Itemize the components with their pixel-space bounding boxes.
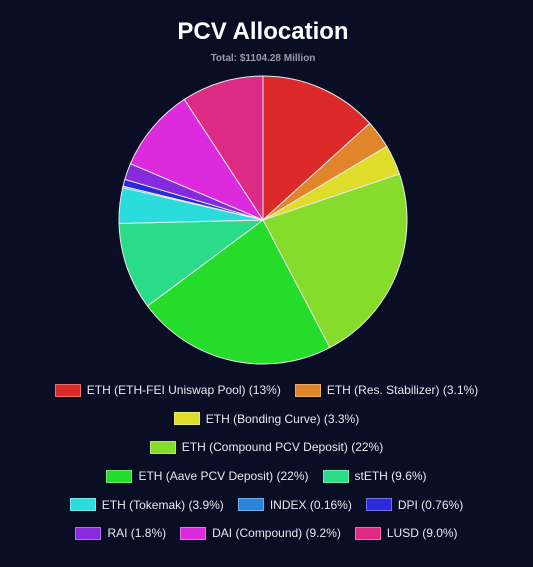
legend-swatch bbox=[149, 440, 176, 454]
legend-label: ETH (Aave PCV Deposit) (22%) bbox=[138, 469, 309, 484]
pie-slice bbox=[118, 219, 265, 307]
legend-row: ETH (Aave PCV Deposit) (22%) stETH (9.6%) bbox=[0, 462, 533, 491]
pie-slice bbox=[183, 75, 264, 222]
legend-item[interactable]: ETH (Bonding Curve) (3.3%) bbox=[173, 411, 360, 426]
legend-swatch bbox=[365, 498, 392, 512]
legend-swatch bbox=[173, 412, 200, 426]
legend-swatch bbox=[322, 469, 349, 483]
legend-item[interactable]: DPI (0.76%) bbox=[365, 497, 464, 512]
legend-item[interactable]: LUSD (9.0%) bbox=[354, 526, 458, 541]
legend-label: ETH (Compound PCV Deposit) (22%) bbox=[181, 440, 384, 455]
legend: ETH (ETH-FEI Uniswap Pool) (13%) ETH (Res… bbox=[0, 376, 533, 548]
legend-swatch bbox=[75, 526, 102, 540]
legend-label: ETH (Res. Stabilizer) (3.1%) bbox=[326, 383, 479, 398]
legend-swatch bbox=[180, 526, 207, 540]
chart-title: PCV Allocation bbox=[177, 18, 348, 45]
chart-subtitle: Total: $1104.28 Million bbox=[211, 53, 316, 64]
legend-row: RAI (1.8%) DAI (Compound) (9.2%) LUSD (9.0… bbox=[0, 519, 533, 548]
legend-label: ETH (Tokemak) (3.9%) bbox=[101, 497, 224, 512]
legend-swatch bbox=[54, 383, 81, 397]
legend-item[interactable]: ETH (Tokemak) (3.9%) bbox=[69, 497, 224, 512]
legend-row: ETH (Compound PCV Deposit) (22%) bbox=[0, 433, 533, 462]
legend-label: DPI (0.76%) bbox=[397, 497, 464, 512]
legend-item[interactable]: ETH (ETH-FEI Uniswap Pool) (13%) bbox=[54, 383, 281, 398]
legend-label: stETH (9.6%) bbox=[354, 469, 427, 484]
legend-row: ETH (Bonding Curve) (3.3%) bbox=[0, 405, 533, 434]
legend-label: DAI (Compound) (9.2%) bbox=[212, 526, 341, 541]
legend-label: INDEX (0.16%) bbox=[269, 497, 352, 512]
legend-item[interactable]: stETH (9.6%) bbox=[322, 469, 427, 484]
legend-item[interactable]: DAI (Compound) (9.2%) bbox=[180, 526, 341, 540]
legend-label: ETH (ETH-FEI Uniswap Pool) (13%) bbox=[86, 383, 281, 398]
legend-item[interactable]: RAI (1.8%) bbox=[75, 526, 166, 540]
legend-item[interactable]: ETH (Res. Stabilizer) (3.1%) bbox=[294, 383, 479, 398]
legend-swatch bbox=[354, 526, 381, 540]
legend-label: ETH (Bonding Curve) (3.3%) bbox=[205, 411, 360, 426]
legend-item[interactable]: ETH (Aave PCV Deposit) (22%) bbox=[106, 469, 309, 484]
legend-row: ETH (ETH-FEI Uniswap Pool) (13%) ETH (Res… bbox=[0, 376, 533, 405]
pie-slice bbox=[146, 219, 331, 365]
legend-label: LUSD (9.0%) bbox=[386, 526, 458, 541]
legend-swatch bbox=[106, 469, 133, 483]
chart: PCV Allocation Total: $1104.28 Million bbox=[118, 18, 408, 365]
pie-slice bbox=[129, 98, 265, 222]
legend-swatch bbox=[294, 383, 321, 397]
legend-item[interactable]: INDEX (0.16%) bbox=[237, 497, 352, 512]
legend-row: ETH (Tokemak) (3.9%) INDEX (0.16%) DPI (0.… bbox=[0, 490, 533, 519]
legend-item[interactable]: ETH (Compound PCV Deposit) (22%) bbox=[149, 440, 384, 455]
legend-swatch bbox=[69, 498, 96, 512]
legend-swatch bbox=[237, 498, 264, 512]
pie-slice bbox=[262, 75, 371, 222]
legend-label: RAI (1.8%) bbox=[107, 526, 167, 541]
pie-slice bbox=[262, 173, 408, 349]
